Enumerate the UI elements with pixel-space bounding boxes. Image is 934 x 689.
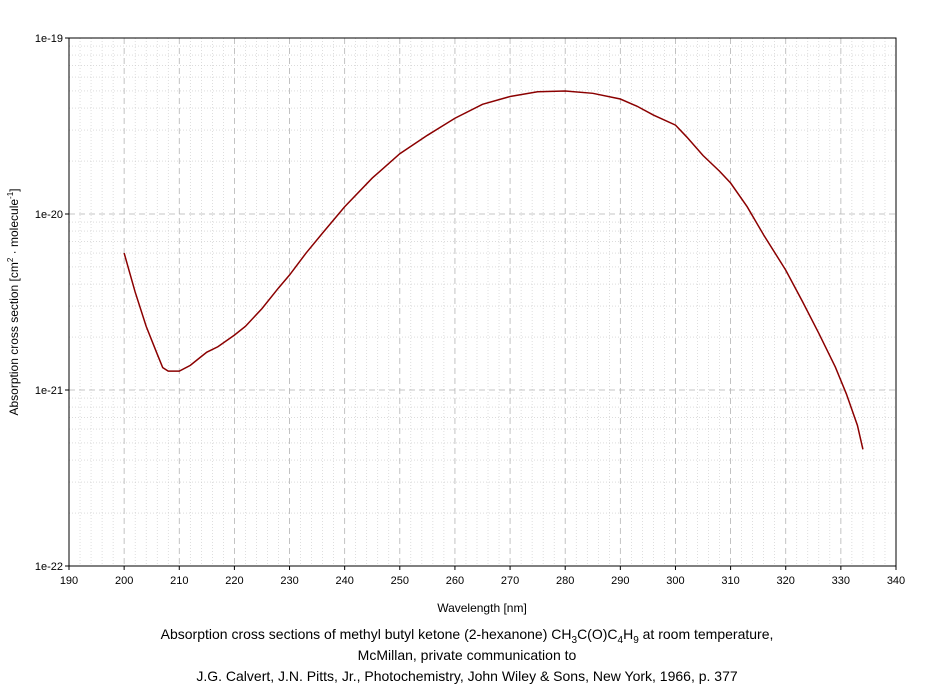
grid xyxy=(69,38,896,566)
x-tick-label: 210 xyxy=(170,575,188,587)
y-tick-label: 1e-21 xyxy=(35,385,63,397)
x-tick-label: 340 xyxy=(887,575,905,587)
caption-line-2: McMillan, private communication to xyxy=(357,647,577,663)
x-tick-label: 330 xyxy=(832,575,850,587)
x-tick-label: 290 xyxy=(611,575,629,587)
caption-line-1: Absorption cross sections of methyl buty… xyxy=(160,626,774,646)
x-tick-label: 240 xyxy=(335,575,353,587)
y-axis-label: Absorption cross section [cm2 · molecule… xyxy=(6,188,21,415)
x-axis-label: Wavelength [nm] xyxy=(437,601,527,615)
x-tick-label: 310 xyxy=(721,575,739,587)
caption-line-3: J.G. Calvert, J.N. Pitts, Jr., Photochem… xyxy=(196,668,738,684)
x-tick-label: 230 xyxy=(280,575,298,587)
x-tick-label: 320 xyxy=(777,575,795,587)
x-tick-label: 270 xyxy=(501,575,519,587)
y-tick-label: 1e-20 xyxy=(35,209,63,221)
x-tick-label: 280 xyxy=(556,575,574,587)
x-tick-label: 250 xyxy=(391,575,409,587)
x-axis: 190 200 210 220 230 240 250 260 270 280 290 300 310 3… xyxy=(60,566,905,587)
x-tick-label: 220 xyxy=(225,575,243,587)
x-tick-label: 190 xyxy=(60,575,78,587)
y-tick-label: 1e-19 xyxy=(35,33,63,45)
plot-frame xyxy=(68,37,897,567)
absorption-chart: 190 200 210 220 230 240 250 260 270 280 290 300 310 3… xyxy=(6,33,905,615)
chart-caption: Absorption cross sections of methyl buty… xyxy=(0,624,934,687)
series-line xyxy=(123,90,864,450)
x-tick-label: 200 xyxy=(115,575,133,587)
y-tick-label: 1e-22 xyxy=(35,561,63,573)
y-axis: 1e-22 1e-21 1e-20 1e-19 xyxy=(35,33,69,573)
x-tick-label: 300 xyxy=(666,575,684,587)
x-tick-label: 260 xyxy=(446,575,464,587)
